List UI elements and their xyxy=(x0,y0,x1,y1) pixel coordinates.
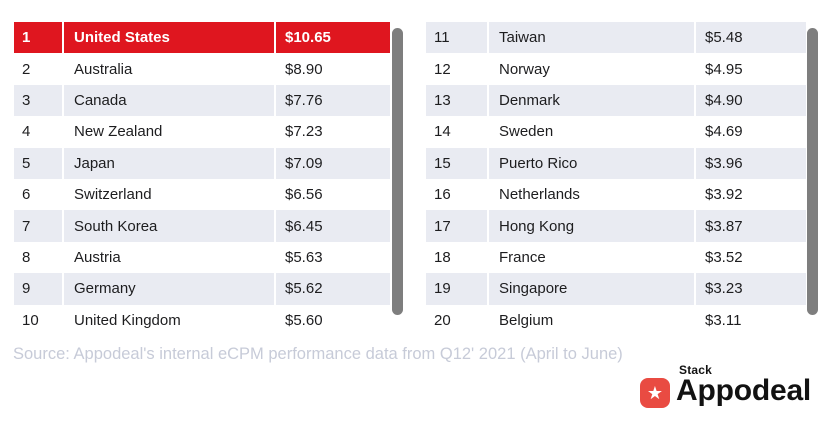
rank-cell: 12 xyxy=(426,53,489,85)
country-cell: Austria xyxy=(64,241,276,274)
value-cell: $3.92 xyxy=(705,186,743,204)
value-cell: $7.76 xyxy=(285,91,323,109)
rank-cell: 10 xyxy=(14,304,64,336)
country-cell: Singapore xyxy=(489,273,696,305)
value-cell: $5.62 xyxy=(285,280,323,298)
value-cell: $8.90 xyxy=(285,60,323,78)
value-cell: $3.96 xyxy=(705,154,743,172)
value-cell: $5.60 xyxy=(285,311,323,329)
rank-cell: 6 xyxy=(14,178,64,211)
rank-cell: 8 xyxy=(14,241,64,274)
table-row: 9 Germany $5.62 xyxy=(14,273,390,305)
table-row: 1 United States $10.65 xyxy=(14,22,390,54)
table-row: 10 United Kingdom $5.60 xyxy=(14,304,390,336)
table-row: 16 Netherlands $3.92 xyxy=(426,178,806,211)
country-cell: France xyxy=(489,241,696,274)
country-cell: Hong Kong xyxy=(489,210,696,242)
country-cell: Switzerland xyxy=(64,178,276,211)
scrollbar-right[interactable] xyxy=(807,28,818,315)
logo-brand-name: Appodeal xyxy=(676,374,812,407)
country-cell: United Kingdom xyxy=(64,304,276,336)
table-row: 19 Singapore $3.23 xyxy=(426,273,806,305)
country-cell: South Korea xyxy=(64,210,276,242)
rank-cell: 1 xyxy=(14,22,64,54)
value-cell: $4.69 xyxy=(705,123,743,141)
appodeal-logo-badge: ★ xyxy=(640,378,670,408)
rank-cell: 11 xyxy=(426,22,489,54)
table-row: 15 Puerto Rico $3.96 xyxy=(426,147,806,179)
rank-cell: 20 xyxy=(426,304,489,336)
table-row: 4 New Zealand $7.23 xyxy=(14,116,390,148)
rank-cell: 4 xyxy=(14,116,64,148)
rank-cell: 7 xyxy=(14,210,64,242)
value-cell: $5.48 xyxy=(705,29,743,47)
ecpm-table-ranks-11-20: 11 Taiwan $5.48 12 Norway $4.95 13 Denmark $4.90… xyxy=(426,22,806,336)
value-cell: $3.87 xyxy=(705,217,743,235)
table-row: 3 Canada $7.76 xyxy=(14,84,390,117)
country-cell: Puerto Rico xyxy=(489,147,696,179)
source-note: Source: Appodeal's internal eCPM perform… xyxy=(13,345,623,363)
table-row: 2 Australia $8.90 xyxy=(14,53,390,85)
country-cell: New Zealand xyxy=(64,116,276,148)
rank-cell: 2 xyxy=(14,53,64,85)
table-row: 7 South Korea $6.45 xyxy=(14,210,390,242)
rank-cell: 5 xyxy=(14,147,64,179)
country-cell: Germany xyxy=(64,273,276,305)
country-cell: Sweden xyxy=(489,116,696,148)
rank-cell: 3 xyxy=(14,84,64,117)
value-cell: $7.09 xyxy=(285,154,323,172)
table-row: 13 Denmark $4.90 xyxy=(426,84,806,117)
table-row: 12 Norway $4.95 xyxy=(426,53,806,85)
table-row: 20 Belgium $3.11 xyxy=(426,304,806,336)
value-cell: $6.56 xyxy=(285,186,323,204)
value-cell: $3.23 xyxy=(705,280,743,298)
rank-cell: 9 xyxy=(14,273,64,305)
country-cell: Netherlands xyxy=(489,178,696,211)
value-cell: $3.52 xyxy=(705,248,743,266)
scrollbar-left[interactable] xyxy=(392,28,403,315)
rank-cell: 18 xyxy=(426,241,489,274)
value-cell: $4.90 xyxy=(705,91,743,109)
country-cell: Norway xyxy=(489,53,696,85)
rank-cell: 16 xyxy=(426,178,489,211)
table-row: 14 Sweden $4.69 xyxy=(426,116,806,148)
value-cell: $6.45 xyxy=(285,217,323,235)
country-cell: United States xyxy=(64,22,276,54)
table-row: 18 France $3.52 xyxy=(426,241,806,274)
rank-cell: 15 xyxy=(426,147,489,179)
country-cell: Canada xyxy=(64,84,276,117)
value-cell: $10.65 xyxy=(285,29,331,47)
table-row: 6 Switzerland $6.56 xyxy=(14,178,390,211)
rank-cell: 13 xyxy=(426,84,489,117)
value-cell: $7.23 xyxy=(285,123,323,141)
ecpm-table-ranks-1-10: 1 United States $10.65 2 Australia $8.90 3 Cana… xyxy=(14,22,390,336)
value-cell: $5.63 xyxy=(285,248,323,266)
rank-cell: 14 xyxy=(426,116,489,148)
star-icon: ★ xyxy=(646,382,664,403)
rank-cell: 19 xyxy=(426,273,489,305)
rank-cell: 17 xyxy=(426,210,489,242)
value-cell: $4.95 xyxy=(705,60,743,78)
country-cell: Japan xyxy=(64,147,276,179)
table-row: 8 Austria $5.63 xyxy=(14,241,390,274)
table-row: 17 Hong Kong $3.87 xyxy=(426,210,806,242)
country-cell: Australia xyxy=(64,53,276,85)
country-cell: Denmark xyxy=(489,84,696,117)
value-cell: $3.11 xyxy=(705,311,742,329)
table-row: 5 Japan $7.09 xyxy=(14,147,390,179)
logo-stack-label: Stack xyxy=(679,363,713,377)
country-cell: Belgium xyxy=(489,304,696,336)
table-row: 11 Taiwan $5.48 xyxy=(426,22,806,54)
country-cell: Taiwan xyxy=(489,22,696,54)
